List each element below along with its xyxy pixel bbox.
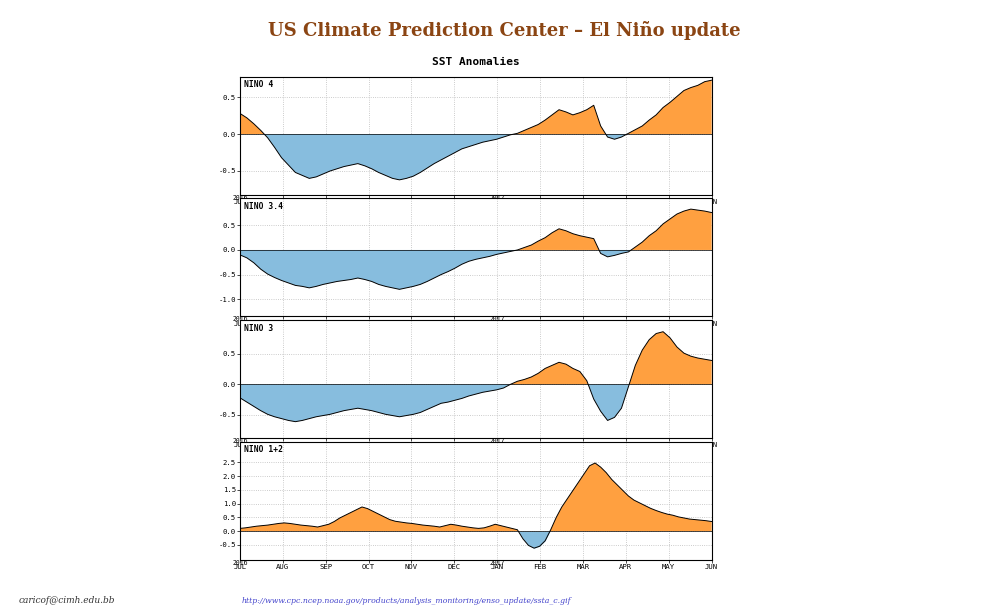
Text: NINO 3.4: NINO 3.4 (244, 202, 282, 211)
Text: 2016: 2016 (232, 560, 248, 566)
Text: http://www.cpc.ncep.noaa.gov/products/analysis_monitoring/enso_update/ssta_c.gif: http://www.cpc.ncep.noaa.gov/products/an… (242, 597, 572, 605)
Text: 2017: 2017 (490, 438, 505, 444)
Text: 2016: 2016 (232, 316, 248, 323)
Text: US Climate Prediction Center – El Niño update: US Climate Prediction Center – El Niño u… (268, 21, 740, 40)
Text: 2016: 2016 (232, 438, 248, 444)
Text: 2017: 2017 (490, 316, 505, 323)
Text: NINO 4: NINO 4 (244, 80, 273, 89)
Text: 2016: 2016 (232, 195, 248, 201)
Text: NINO 3: NINO 3 (244, 324, 273, 332)
Text: caricof@cimh.edu.bb: caricof@cimh.edu.bb (18, 595, 115, 605)
Text: SST Anomalies: SST Anomalies (431, 57, 520, 67)
Text: 2017: 2017 (490, 195, 505, 201)
Text: NINO 1+2: NINO 1+2 (244, 446, 282, 454)
Text: 2017: 2017 (490, 560, 505, 566)
